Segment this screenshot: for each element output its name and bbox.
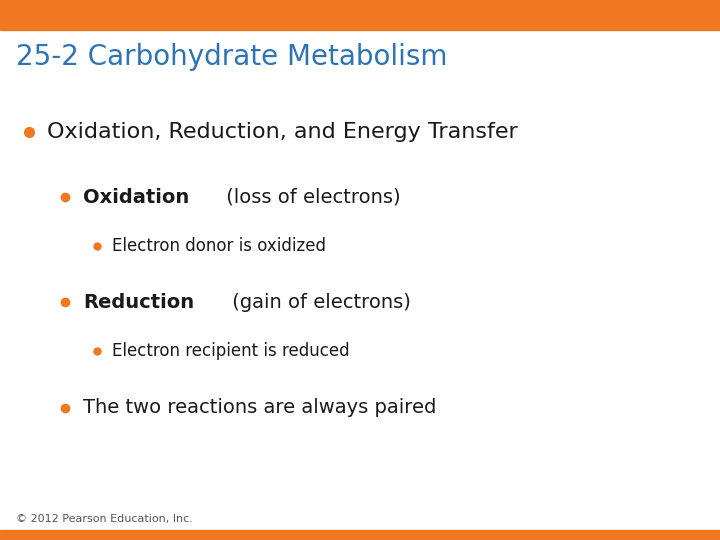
Text: The two reactions are always paired: The two reactions are always paired bbox=[83, 398, 436, 417]
Text: (loss of electrons): (loss of electrons) bbox=[220, 187, 400, 207]
Text: Reduction: Reduction bbox=[83, 293, 194, 312]
Text: Electron recipient is reduced: Electron recipient is reduced bbox=[112, 342, 349, 360]
Text: Oxidation, Reduction, and Energy Transfer: Oxidation, Reduction, and Energy Transfe… bbox=[47, 122, 518, 143]
Text: Oxidation: Oxidation bbox=[83, 187, 189, 207]
Text: Electron donor is oxidized: Electron donor is oxidized bbox=[112, 237, 325, 255]
Text: © 2012 Pearson Education, Inc.: © 2012 Pearson Education, Inc. bbox=[16, 515, 193, 524]
Text: 25-2 Carbohydrate Metabolism: 25-2 Carbohydrate Metabolism bbox=[16, 43, 447, 71]
Text: (gain of electrons): (gain of electrons) bbox=[226, 293, 411, 312]
